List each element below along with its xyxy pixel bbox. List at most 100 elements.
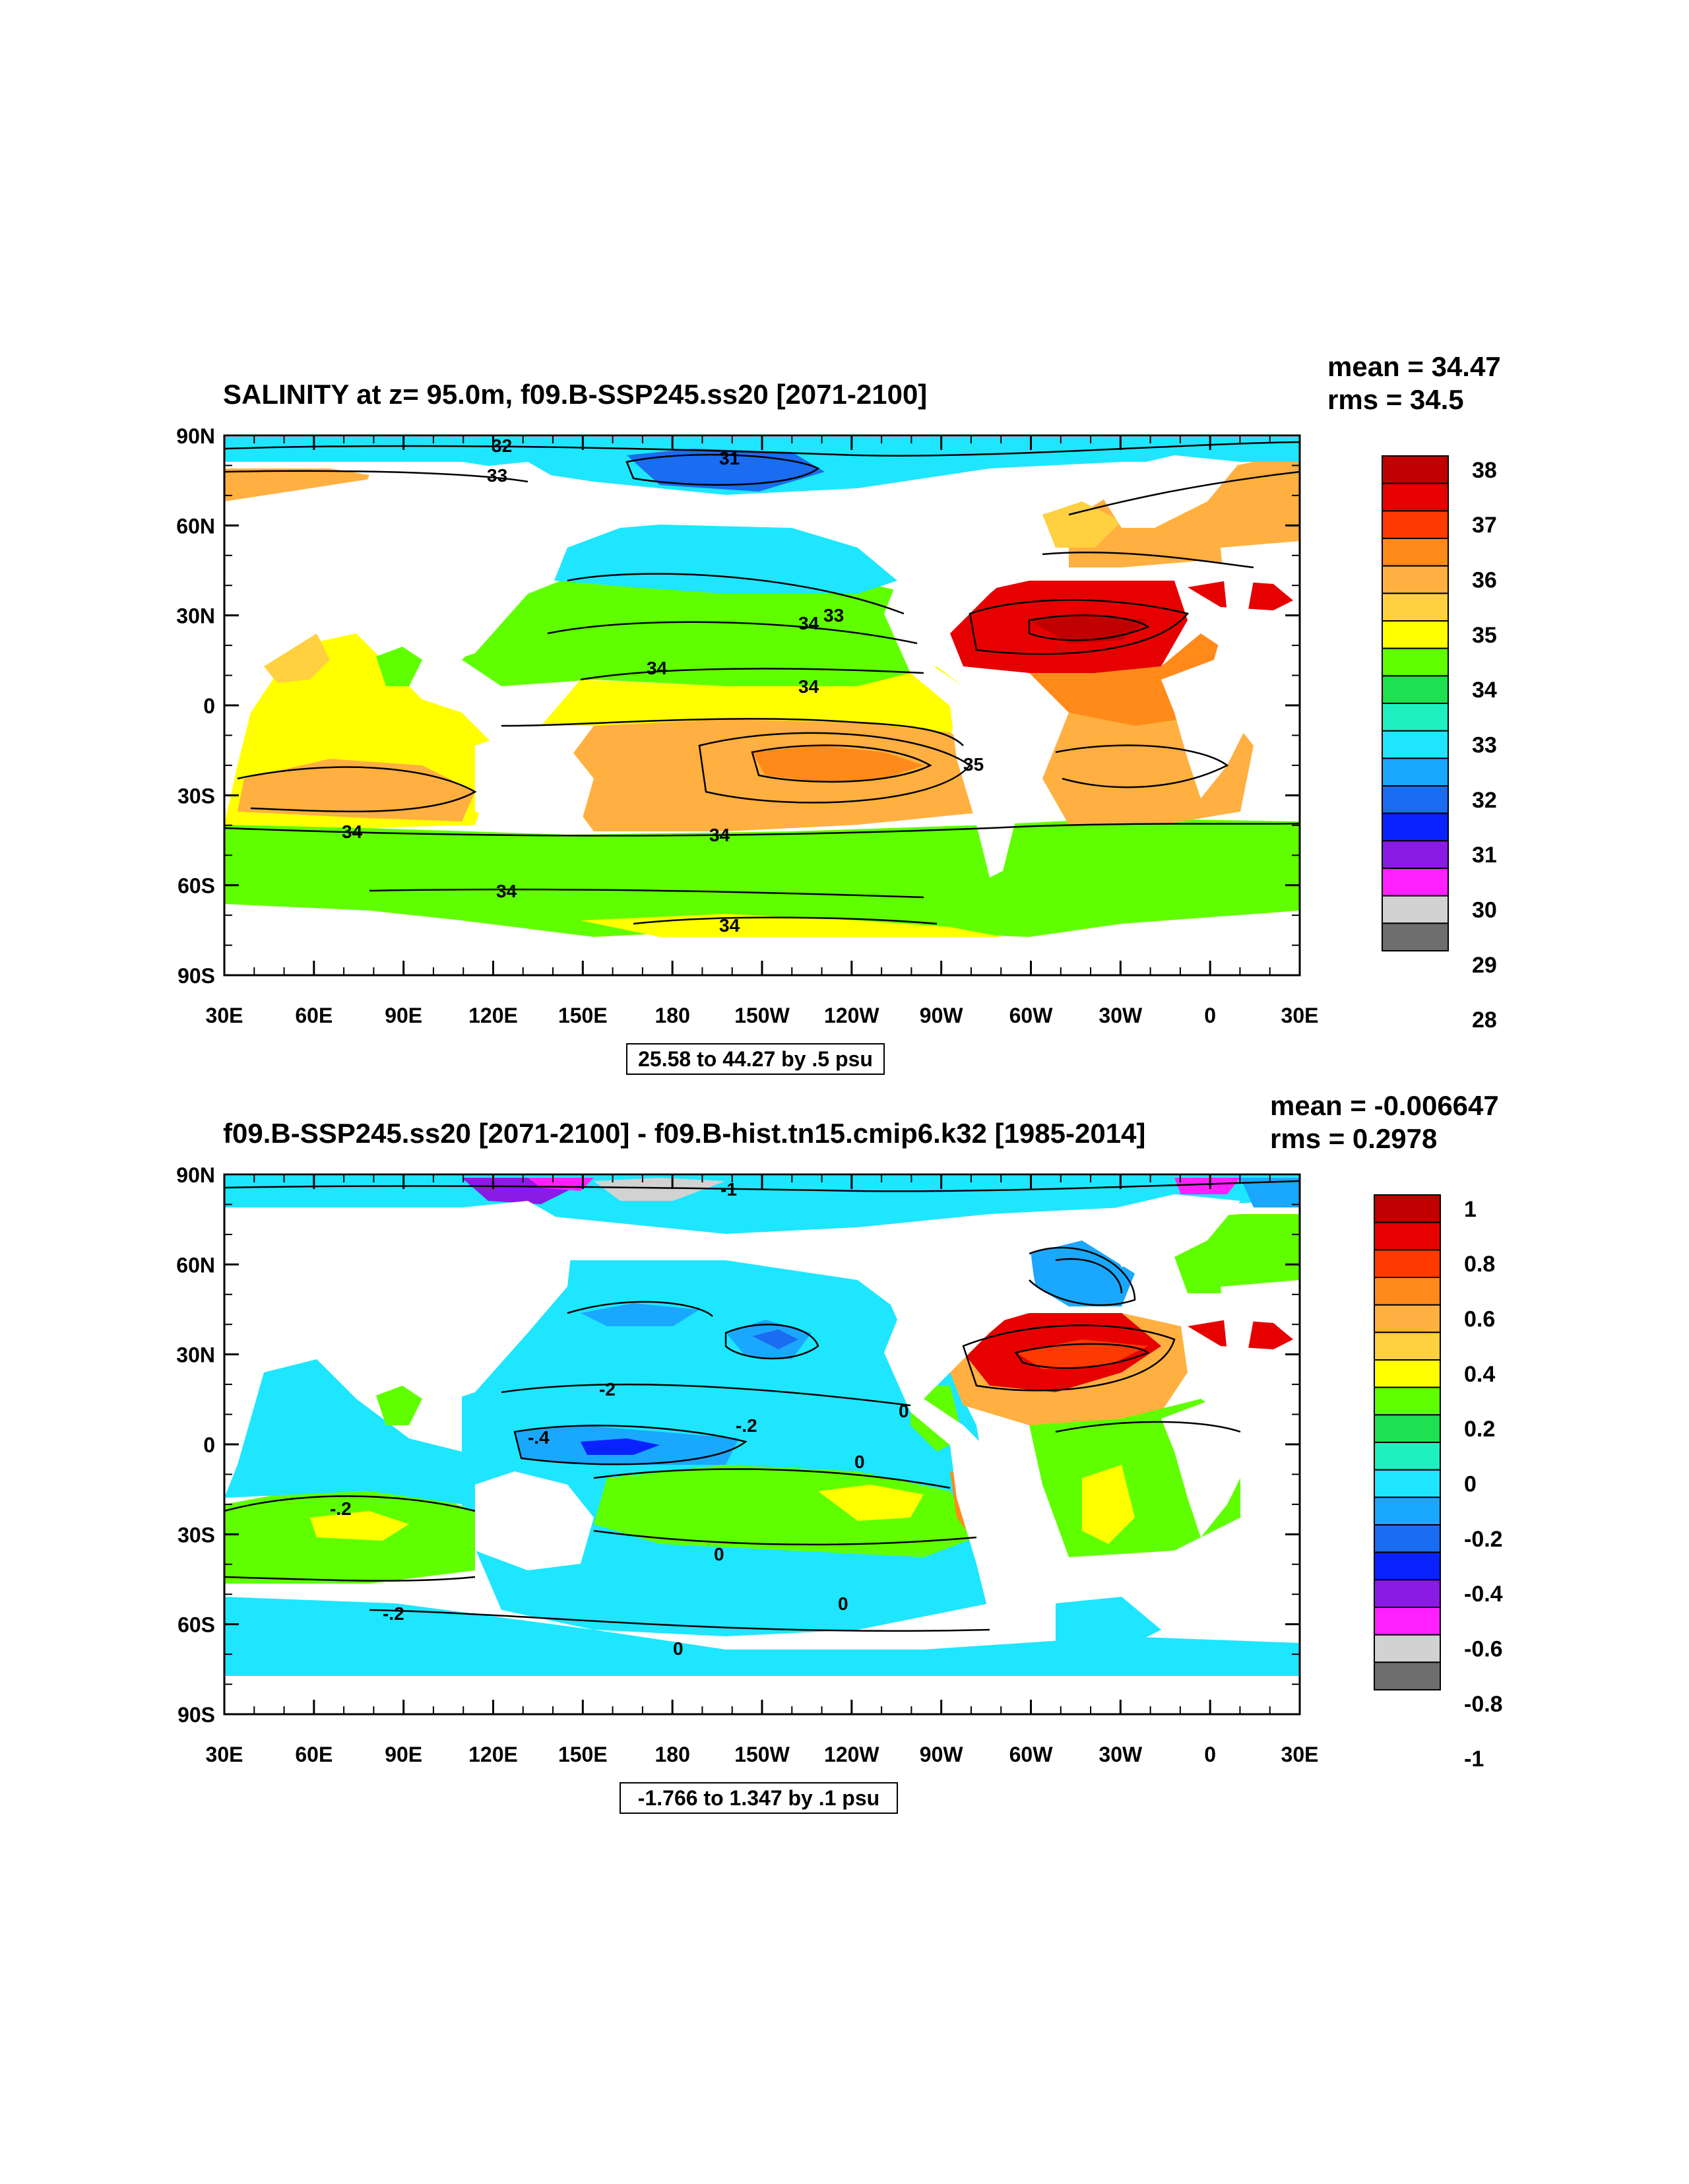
colorbar-label: 32 — [1472, 788, 1497, 813]
panel1-contour-label: 34 — [342, 821, 363, 842]
colorbar-swatch — [1374, 1442, 1441, 1471]
y-tick-label: 60S — [177, 874, 215, 898]
panel1-land-australia — [475, 732, 594, 831]
colorbar-label: 1 — [1464, 1197, 1477, 1222]
panel2-map: -1 -2 -.2 0 -.4 -.2 0 0 0 -.2 0 — [224, 1174, 1300, 1714]
colorbar-swatch — [1374, 1304, 1441, 1333]
panel1-contour-label: 31 — [719, 448, 740, 468]
x-tick-label: 120E — [468, 1004, 518, 1027]
panel1-contour-line — [224, 441, 1300, 457]
panel2-contour-label: 0 — [714, 1544, 724, 1564]
x-tick-label: 150W — [734, 1004, 790, 1027]
colorbar-swatch — [1382, 730, 1449, 759]
colorbar-swatch — [1374, 1524, 1441, 1553]
x-tick-label: 150E — [558, 1004, 608, 1027]
panel1-contour-line — [224, 822, 1300, 837]
colorbar-label: 0.2 — [1464, 1417, 1495, 1442]
panel1-indian-orange — [238, 759, 475, 821]
panel2-north-pacific-deep — [752, 1330, 798, 1349]
panel1-contour-line — [547, 621, 918, 645]
panel2-contour-label: 0 — [899, 1401, 909, 1421]
panel2-contour-label: -.2 — [736, 1415, 757, 1436]
panel1-colorbar: 38 37 36 35 34 33 32 31 30 29 28 — [1382, 455, 1497, 1033]
colorbar-swatch — [1382, 455, 1449, 484]
panel1-contour-line — [625, 453, 820, 486]
colorbar-swatch — [1374, 1277, 1441, 1306]
x-tick-label: 90E — [385, 1004, 422, 1027]
colorbar-label: 31 — [1472, 843, 1497, 868]
x-tick-label: 120E — [468, 1743, 518, 1766]
panel2-contour-line — [724, 1324, 819, 1360]
panel1-southern-ocean — [224, 818, 1300, 937]
x-tick-label: 90E — [385, 1743, 422, 1766]
panel2-info-box — [620, 1782, 898, 1814]
colorbar-swatch — [1374, 1579, 1441, 1608]
panel1-contour-line — [1028, 614, 1150, 641]
colorbar-swatch — [1374, 1359, 1441, 1388]
colorbar-swatch — [1382, 895, 1449, 924]
y-tick-label: 90S — [177, 964, 215, 988]
panel1-contour-line — [1068, 470, 1300, 516]
colorbar-swatch — [1374, 1249, 1441, 1279]
colorbar-label: 0.6 — [1464, 1307, 1495, 1332]
panel1-contour-line — [751, 744, 932, 783]
panel2-west-pacific-deep — [581, 1438, 660, 1455]
panel2-contour-label: -.2 — [330, 1498, 352, 1519]
panel2-contour-line — [1055, 1421, 1241, 1433]
panel1-rms-label: rms = 34.5 — [1327, 384, 1464, 415]
x-tick-label: 180 — [654, 1743, 689, 1766]
colorbar-swatch — [1374, 1332, 1441, 1361]
panel1-contour-line — [567, 573, 905, 615]
panel1-contour-line — [633, 916, 938, 925]
colorbar-swatch — [1374, 1634, 1441, 1663]
panel2-bengal-green — [376, 1386, 422, 1425]
panel2-contour-line — [1029, 1246, 1136, 1306]
colorbar-swatch — [1374, 1194, 1441, 1223]
panel1-contour-label: 33 — [823, 605, 844, 626]
panel2-kuroshio-blue — [581, 1303, 699, 1326]
panel2-land-europe-africa — [1161, 1280, 1300, 1537]
panel2-contour-line — [369, 1609, 990, 1632]
panel1-contour-label: 34 — [798, 676, 819, 697]
panel2-contour-line — [1055, 1258, 1123, 1294]
panel1-contour-label: 35 — [963, 754, 984, 775]
panel1-mean-label: mean = 34.47 — [1327, 351, 1501, 382]
colorbar-label: 0.4 — [1464, 1362, 1495, 1387]
panel1-contour-line — [1042, 552, 1254, 569]
colorbar-swatch — [1382, 510, 1449, 539]
panel1-contour-label: 34 — [496, 881, 517, 901]
panel2-contour-label: -1 — [720, 1179, 737, 1200]
colorbar-swatch — [1382, 922, 1449, 952]
panel1-land-africa — [224, 620, 264, 759]
y-tick-label: 60N — [176, 1253, 215, 1277]
panel1-contour-label: 34 — [647, 658, 668, 678]
y-tick-label: 90S — [177, 1703, 215, 1727]
y-tick-label: 90N — [176, 1163, 215, 1187]
panel1-contour-line — [501, 718, 964, 746]
x-tick-label: 60E — [295, 1743, 333, 1766]
panel2-contour-line — [224, 1576, 476, 1582]
colorbar-swatch — [1374, 1607, 1441, 1636]
panel1-land-americas — [858, 482, 1042, 878]
panel2-rms-label: rms = 0.2978 — [1270, 1123, 1437, 1154]
panel1-contour-label: 33 — [487, 465, 507, 486]
panel1-title: SALINITY at z= 95.0m, f09.B-SSP245.ss20 … — [223, 379, 927, 410]
panel2-contour-label: 0 — [673, 1638, 684, 1659]
panel2-antarctic-cyan — [1056, 1597, 1161, 1650]
panel2-colorbar: 1 0.8 0.6 0.4 0.2 0 -0.2 -0.4 -0.6 -0.8 -1 — [1374, 1194, 1503, 1772]
panel1-contour-line — [237, 766, 477, 813]
panel1-land-europe-africa — [1161, 541, 1300, 798]
panel1-contours — [224, 441, 1300, 925]
panel2-contour-label: -2 — [599, 1379, 616, 1399]
panel1-contour-line — [1055, 744, 1229, 788]
panel1-contour-line — [224, 470, 528, 483]
colorbar-label: 37 — [1472, 513, 1497, 538]
colorbar-label: -0.2 — [1464, 1527, 1503, 1552]
colorbar-label: 28 — [1472, 1008, 1497, 1033]
colorbar-swatch — [1382, 538, 1449, 567]
colorbar-label: 30 — [1472, 898, 1497, 923]
y-tick-label: 60S — [177, 1613, 215, 1637]
panel2-contour-line — [567, 1301, 713, 1317]
panel2-contours — [224, 1180, 1300, 1632]
